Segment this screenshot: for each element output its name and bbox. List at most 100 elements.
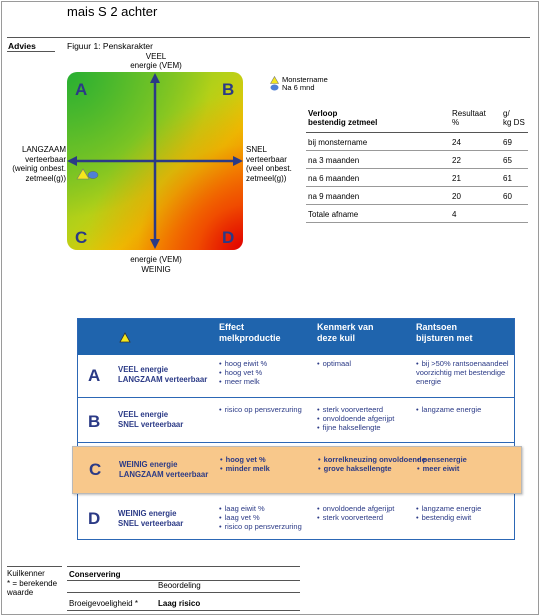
broeigevoeligheid-label: Broeigevoeligheid *: [69, 599, 138, 609]
bottom-rule: [67, 610, 300, 611]
verloop-header: Verloop bestendig zetmeel Resultaat % g/…: [306, 107, 528, 133]
effect-cell: risico op pensverzuring: [219, 406, 302, 415]
header-effect: Effect melkproductie: [219, 322, 281, 343]
desc-line: LANGZAAM verteerbaar: [118, 375, 207, 385]
header-line: Resultaat: [452, 109, 486, 118]
row-description: WEINIG energie LANGZAAM verteerbaar: [119, 460, 208, 479]
left-axis-line-2: verteerbaar: [4, 155, 66, 165]
top-axis-line-2: energie (VEM): [115, 61, 197, 71]
list-item: meer eiwit: [417, 465, 467, 474]
section-label-advies: Advies: [8, 41, 36, 51]
header-line: Kenmerk van: [317, 322, 374, 333]
row-description: VEEL energie LANGZAAM verteerbaar: [118, 365, 207, 384]
list-item: langzame energie: [416, 406, 481, 415]
top-axis-label-2: energie (VEM): [115, 61, 197, 71]
list-item: bij >50% rantsoenaandeel voorzichtig met…: [416, 360, 511, 386]
list-item: risico op pensverzuring: [219, 523, 302, 532]
row-label: Totale afname: [308, 210, 358, 219]
verloop-header-pct: Resultaat %: [452, 109, 486, 127]
desc-line: VEEL energie: [118, 410, 183, 420]
rantsoen-cell: bij >50% rantsoenaandeel voorzichtig met…: [416, 360, 511, 386]
row-description: WEINIG energie SNEL verteerbaar: [118, 509, 183, 528]
row-label: na 6 maanden: [308, 174, 359, 183]
monstername-marker-icon: [77, 169, 89, 179]
triangle-icon: [119, 332, 131, 343]
header-line: melkproductie: [219, 333, 281, 344]
table-row-a: A VEEL energie LANGZAAM verteerbaar hoog…: [78, 355, 514, 398]
list-item: optimaal: [317, 360, 351, 369]
right-axis-line-3: (veel onbest.: [246, 164, 306, 174]
bottom-axis-label: energie (VEM) WEINIG: [115, 255, 197, 274]
rantsoen-cell: langzame energie bestendig eiwit: [416, 505, 481, 523]
advice-table-header: Effect melkproductie Kenmerk van deze ku…: [78, 319, 514, 355]
desc-line: SNEL verteerbaar: [118, 420, 183, 430]
header-line: bijsturen met: [416, 333, 473, 344]
ellipse-icon: [270, 84, 279, 91]
row-pct: 4: [452, 210, 456, 219]
laag-risico-value: Laag risico: [158, 599, 200, 609]
advies-underline: [7, 51, 55, 52]
diagram-axes: [67, 72, 243, 250]
list-item: bestendig eiwit: [416, 514, 481, 523]
desc-line: WEINIG energie: [118, 509, 183, 519]
row-letter: D: [88, 509, 100, 529]
quadrant-c-label: C: [75, 228, 87, 248]
effect-cell: laag eiwit % laag vet % risico op pensve…: [219, 505, 302, 531]
header-line: bestendig zetmeel: [308, 118, 377, 127]
bottom-axis-line-2: WEINIG: [115, 265, 197, 275]
verloop-header-label: Verloop bestendig zetmeel: [308, 109, 377, 127]
quadrant-a-label: A: [75, 80, 87, 100]
row-g: 65: [503, 156, 512, 165]
left-axis-line-1: LANGZAAM: [4, 145, 66, 155]
header-line: kg DS: [503, 118, 525, 127]
rantsoen-cell: langzame energie: [416, 406, 481, 415]
advice-table: Effect melkproductie Kenmerk van deze ku…: [77, 318, 515, 540]
legend-label: Na 6 mnd: [282, 83, 315, 92]
header-line: deze kuil: [317, 333, 374, 344]
kenmerk-cell: optimaal: [317, 360, 351, 369]
legend-na-6-mnd: Na 6 mnd: [270, 83, 315, 92]
penskarakter-diagram: A B C D: [67, 72, 243, 250]
header-line: Effect: [219, 322, 281, 333]
document-title: mais S 2 achter: [67, 4, 157, 19]
list-item: minder melk: [220, 465, 270, 474]
note-line: * = berekende: [7, 579, 57, 589]
left-axis-line-3: (weinig onbest.: [4, 164, 66, 174]
figure-caption: Figuur 1: Penskarakter: [67, 41, 153, 51]
right-axis-line-4: zetmeel(g)): [246, 174, 306, 184]
na-6-mnd-marker-icon: [88, 171, 98, 178]
verloop-header-g: g/ kg DS: [503, 109, 525, 127]
row-letter: B: [88, 412, 100, 432]
desc-line: VEEL energie: [118, 365, 207, 375]
table-row: Totale afname 4: [306, 205, 528, 223]
left-axis-line-4: zetmeel(g)): [4, 174, 66, 184]
list-item: grove haksellengte: [318, 465, 426, 474]
table-row-c-highlighted: C WEINIG energie LANGZAAM verteerbaar ho…: [72, 446, 522, 494]
header-line: Rantsoen: [416, 322, 473, 333]
beoordeling-label: Beoordeling: [158, 581, 201, 591]
beoordeling-rule: [67, 592, 300, 593]
row-pct: 21: [452, 174, 461, 183]
list-item: meer melk: [219, 378, 267, 387]
row-letter: C: [89, 460, 101, 480]
table-row: bij monstername 24 69: [306, 133, 528, 151]
row-label: na 9 maanden: [308, 192, 359, 201]
row-g: 60: [503, 192, 512, 201]
row-label: na 3 maanden: [308, 156, 359, 165]
quadrant-d-label: D: [222, 228, 234, 248]
kuilkenner-note: Kuilkenner * = berekende waarde: [7, 569, 57, 598]
list-item: risico op pensverzuring: [219, 406, 302, 415]
right-axis-label: SNEL verteerbaar (veel onbest. zetmeel(g…: [246, 145, 306, 183]
header-line: g/: [503, 109, 525, 118]
right-axis-line-1: SNEL: [246, 145, 306, 155]
row-letter: A: [88, 366, 100, 386]
rantsoen-cell: pensenergie meer eiwit: [417, 456, 467, 474]
note-line: Kuilkenner: [7, 569, 57, 579]
left-axis-label: LANGZAAM verteerbaar (weinig onbest. zet…: [4, 145, 66, 183]
row-label: bij monstername: [308, 138, 367, 147]
table-row: na 3 maanden 22 65: [306, 151, 528, 169]
row-description: VEEL energie SNEL verteerbaar: [118, 410, 183, 429]
kenmerk-cell: sterk voorverteerd onvoldoende afgerijpt…: [317, 406, 394, 432]
conservering-top-rule: [67, 566, 300, 567]
effect-cell: hoog eiwit % hoog vet % meer melk: [219, 360, 267, 386]
